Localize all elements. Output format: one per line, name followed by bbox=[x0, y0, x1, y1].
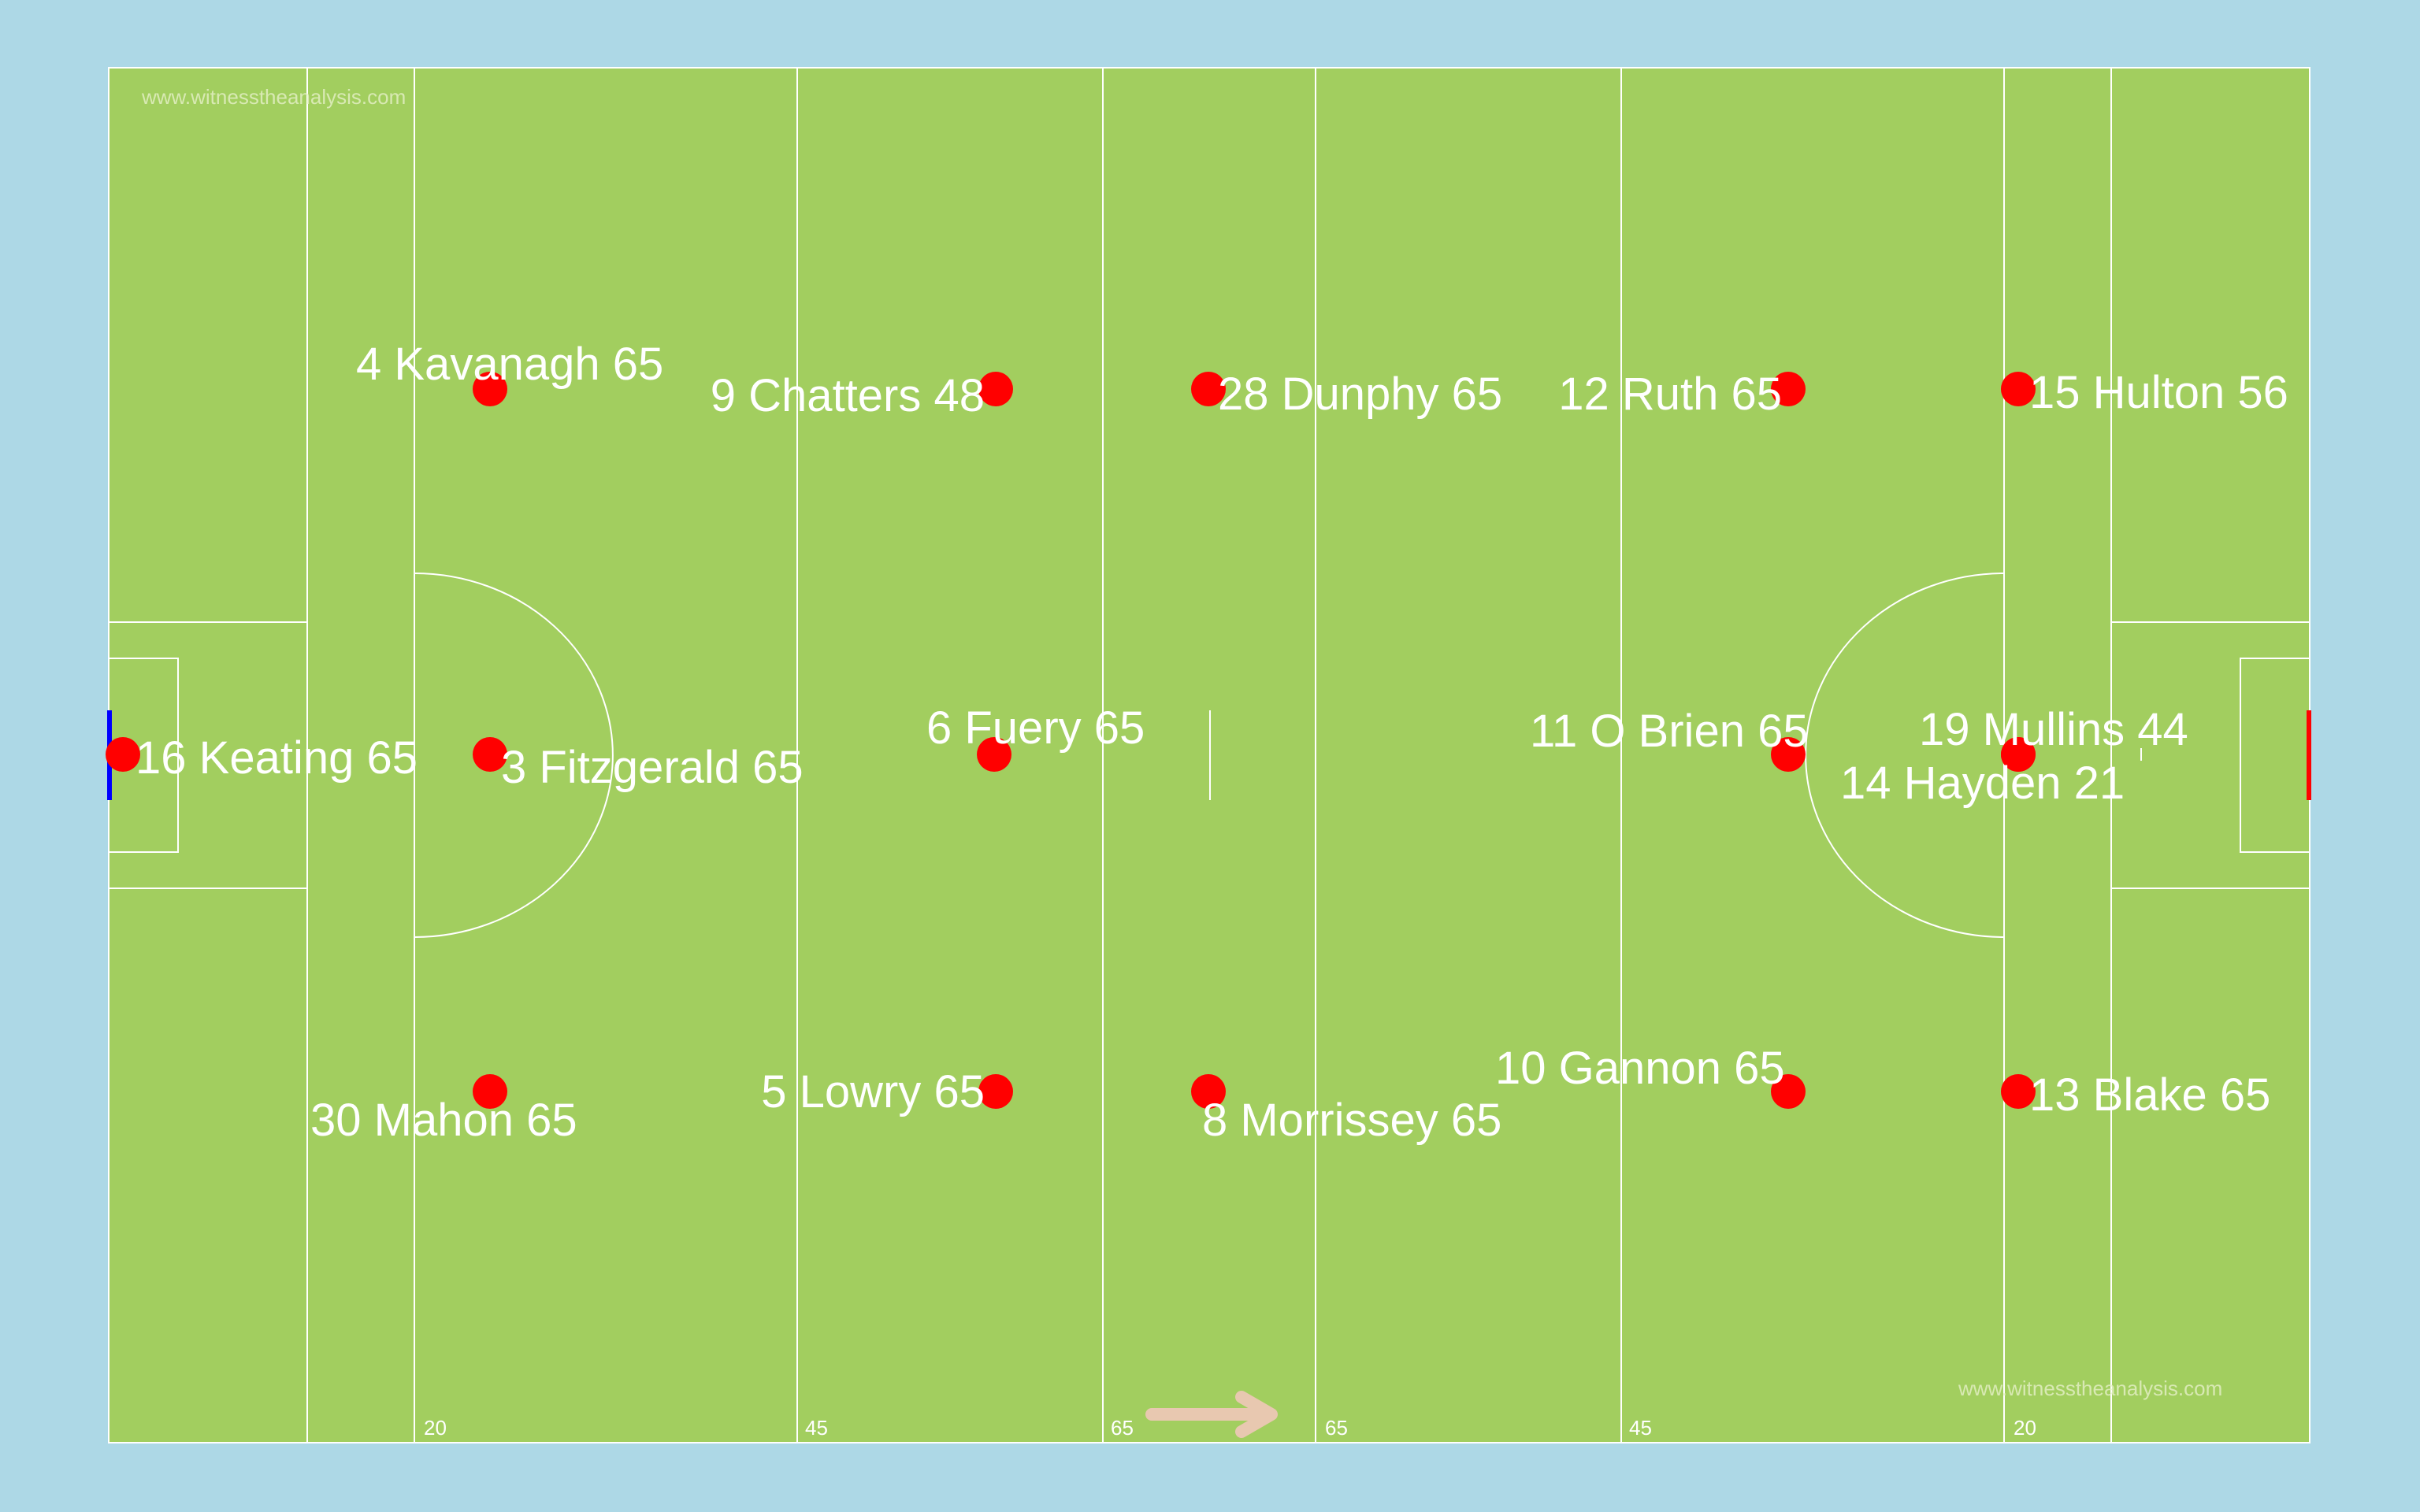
player-label: 9 Chatters 48 bbox=[711, 370, 985, 421]
player-marker bbox=[473, 1074, 507, 1109]
player-marker bbox=[106, 737, 140, 772]
player-label: 10 Gannon 65 bbox=[1495, 1043, 1785, 1094]
player-marker bbox=[2001, 372, 2036, 406]
arc-right bbox=[1805, 573, 2005, 938]
player-label: 5 Lowry 65 bbox=[761, 1066, 985, 1117]
watermark-top: www.witnesstheanalysis.com bbox=[141, 85, 406, 109]
distance-marker-45-right: 45 bbox=[1629, 1416, 1652, 1440]
player-label: 6 Fuery 65 bbox=[926, 702, 1145, 754]
player-label: 30 Mahon 65 bbox=[310, 1095, 577, 1146]
player-marker bbox=[2001, 1074, 2036, 1109]
player-label: 12 Ruth 65 bbox=[1558, 369, 1782, 420]
player-marker bbox=[978, 1074, 1013, 1109]
distance-marker-65-right: 65 bbox=[1325, 1416, 1348, 1440]
distance-marker-20-left: 20 bbox=[424, 1416, 447, 1440]
player-marker bbox=[977, 737, 1011, 772]
player-marker bbox=[1191, 372, 1226, 406]
player-marker bbox=[473, 737, 507, 772]
player-marker bbox=[1771, 737, 1806, 772]
players-layer: 16 Keating 65 4 Kavanagh 65 3 Fitzgerald 6… bbox=[106, 339, 2288, 1146]
player-marker bbox=[1771, 1074, 1806, 1109]
player-label: 14 Hayden 21 bbox=[1840, 758, 2125, 809]
arrow-right-icon bbox=[1145, 1391, 1278, 1438]
player-marker bbox=[1191, 1074, 1226, 1109]
player-label: 28 Dunphy 65 bbox=[1218, 369, 1502, 420]
player-label: 15 Hulton 56 bbox=[2029, 367, 2288, 418]
watermark-bottom: www.witnesstheanalysis.com bbox=[1958, 1377, 2222, 1400]
player-marker bbox=[978, 372, 1013, 406]
player-label: 8 Morrissey 65 bbox=[1202, 1095, 1501, 1146]
player-label: 11 O Brien 65 bbox=[1530, 706, 1809, 757]
player-label: 16 Keating 65 bbox=[135, 732, 418, 784]
player-label: 3 Fitzgerald 65 bbox=[501, 742, 804, 793]
arc-left bbox=[414, 573, 614, 938]
distance-marker-65-left: 65 bbox=[1111, 1416, 1134, 1440]
player-marker bbox=[1771, 372, 1806, 406]
player-marker bbox=[473, 372, 507, 406]
distance-marker-45-left: 45 bbox=[805, 1416, 828, 1440]
player-label: 13 Blake 65 bbox=[2029, 1069, 2270, 1121]
distance-marker-20-right: 20 bbox=[2014, 1416, 2036, 1440]
right-goal bbox=[2307, 710, 2311, 800]
player-label: 19 Mullins 44 bbox=[1919, 704, 2188, 755]
player-label: 4 Kavanagh 65 bbox=[356, 339, 663, 390]
player-marker bbox=[2001, 737, 2036, 772]
